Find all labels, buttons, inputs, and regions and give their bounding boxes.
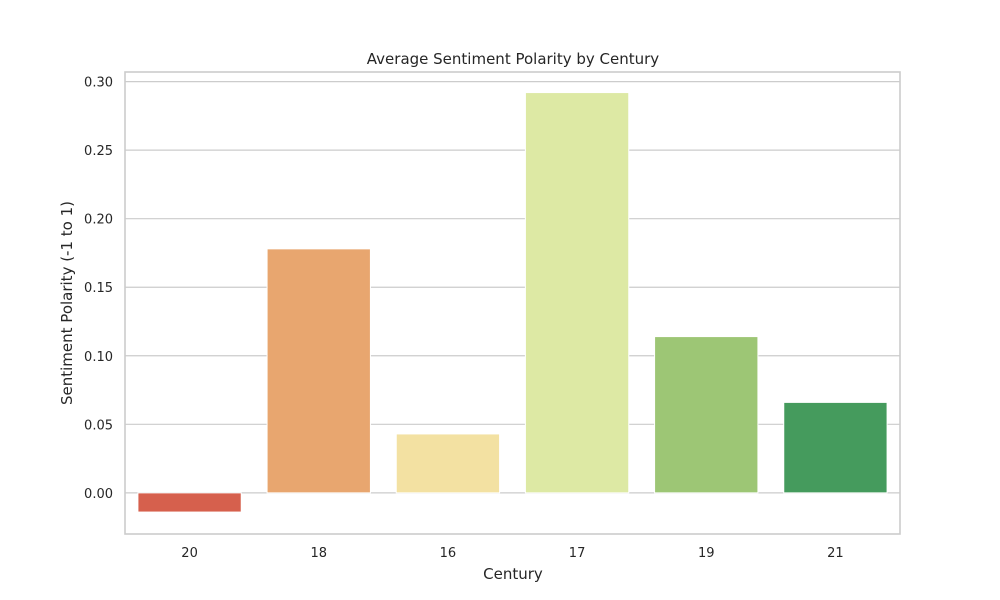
y-tick-label: 0.15: [84, 281, 113, 296]
bar-19: [654, 336, 759, 494]
x-tick-label: 18: [310, 546, 327, 561]
plot-frame: [124, 71, 901, 535]
bar-21: [783, 401, 888, 494]
y-tick-label: 0.05: [84, 418, 113, 433]
bar-20: [137, 492, 242, 513]
x-axis-label: Century: [483, 565, 543, 583]
bar-16: [395, 433, 501, 494]
x-tick-labels: 20 18 16 17 19 21: [181, 546, 843, 561]
chart-title: Average Sentiment Polarity by Century: [367, 50, 660, 68]
bars: [137, 92, 888, 513]
y-tick-label: 0.30: [84, 76, 113, 91]
x-tick-label: 20: [181, 546, 198, 561]
bar-17: [524, 92, 630, 494]
y-tick-label: 0.10: [84, 350, 113, 365]
bar-18: [266, 248, 371, 494]
y-tick-label: 0.25: [84, 144, 113, 159]
x-tick-label: 16: [440, 546, 457, 561]
y-tick-label: 0.00: [84, 487, 113, 502]
x-tick-label: 17: [569, 546, 586, 561]
y-tick-labels: 0.00 0.05 0.10 0.15 0.20 0.25 0.30: [84, 76, 113, 502]
y-tick-label: 0.20: [84, 213, 113, 228]
x-tick-label: 19: [698, 546, 715, 561]
grid-lines: [125, 80, 900, 494]
x-tick-label: 21: [827, 546, 844, 561]
y-axis-label: Sentiment Polarity (-1 to 1): [58, 201, 76, 405]
